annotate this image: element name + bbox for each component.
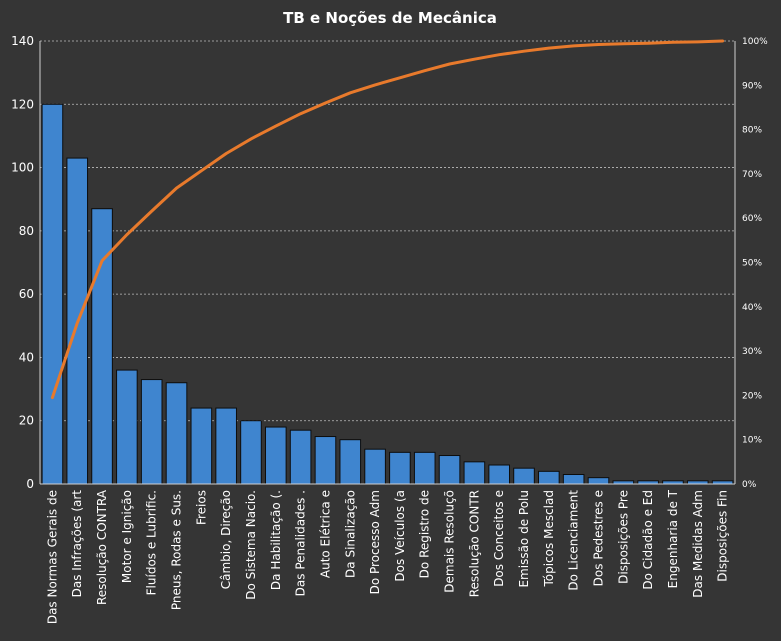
x-tick-label: Engenharia de T	[666, 489, 680, 588]
x-tick-label: Disposições Pre	[616, 490, 630, 584]
x-tick-label: Emissão de Polu	[517, 490, 531, 588]
bar	[463, 461, 486, 485]
x-tick-label: Dos Pedestres e	[591, 490, 605, 586]
cumulative-line	[50, 39, 725, 400]
y-tick-label: 40	[19, 350, 34, 364]
x-tick-label: Tópicos Mesclad	[542, 490, 556, 587]
x-tick-label: Freios	[194, 490, 208, 525]
x-tick-label: Do Sistema Nacio.	[244, 490, 258, 600]
y2-tick-label: 90%	[742, 81, 762, 91]
bar	[265, 426, 287, 485]
bar	[413, 451, 436, 485]
bar	[116, 369, 138, 485]
y2-tick-label: 70%	[742, 170, 762, 180]
y2-tick-label: 10%	[742, 436, 762, 446]
x-tick-label: Da Habilitação (.	[269, 490, 283, 590]
x-tick-label: Câmbio, Direção	[219, 490, 233, 589]
bar	[91, 208, 113, 485]
bar	[240, 420, 262, 485]
y2-tick-label: 60%	[742, 214, 762, 224]
x-tick-label: Resolução CONTRA	[95, 489, 109, 605]
bar	[140, 379, 163, 485]
x-tick-label: Das Normas Gerais de	[45, 490, 59, 624]
y-tick-label: 20	[19, 414, 34, 428]
x-tick-label: Das Medidas Adm	[691, 490, 705, 598]
y2-tick-label: 0%	[742, 480, 757, 490]
x-tick-label: Auto Elétrica e	[318, 490, 332, 578]
bar	[41, 103, 64, 485]
y-tick-label: 60	[19, 287, 34, 301]
y-tick-label: 140	[11, 34, 34, 48]
bar	[314, 436, 337, 485]
x-tick-label: Resolução CONTR	[467, 490, 481, 597]
y-tick-label: 100	[11, 161, 34, 175]
x-tick-label: Dos Conceitos e	[492, 490, 506, 587]
x-tick-label: Dos Veículos (a	[393, 490, 407, 582]
x-tick-label: Da Sinalização	[343, 490, 357, 578]
y2-tick-label: 80%	[742, 126, 762, 136]
y-tick-label: 120	[11, 97, 34, 111]
bar	[438, 455, 461, 485]
bar	[165, 382, 188, 485]
bar	[190, 407, 213, 485]
bar	[215, 407, 237, 485]
y2-tick-label: 20%	[742, 391, 762, 401]
x-tick-label: Do Cidadão e Ed	[641, 490, 655, 590]
x-tick-label: Do Licenciament	[567, 490, 581, 591]
bar	[364, 448, 386, 485]
y2-tick-label: 30%	[742, 347, 762, 357]
x-tick-label: Das Penalidades .	[294, 490, 308, 596]
x-tick-label: Motor e Ignição	[120, 490, 134, 583]
x-tick-label: Do Processo Adm	[368, 490, 382, 594]
y2-tick-label: 50%	[742, 259, 762, 269]
x-tick-label: Das Infrações (art	[70, 490, 84, 598]
bar	[339, 439, 362, 485]
bar	[538, 470, 560, 485]
x-tick-label: Pneus, Rodas e Sus.	[170, 490, 184, 610]
y2-tick-label: 100%	[742, 37, 768, 47]
bar	[289, 429, 312, 485]
bar	[488, 464, 510, 485]
y-tick-label: 80	[19, 224, 34, 238]
x-tick-label: Fluídos e Lubrific.	[145, 490, 159, 595]
bar	[562, 474, 585, 485]
y2-tick-label: 40%	[742, 303, 762, 313]
x-tick-label: Do Registro de	[418, 490, 432, 578]
y-tick-label: 0	[26, 477, 34, 491]
chart-title: TB e Noções de Mecânica	[283, 9, 497, 27]
bar	[587, 477, 610, 485]
bar	[513, 467, 535, 485]
x-tick-label: Disposições Fin	[716, 490, 730, 582]
bar	[389, 451, 411, 485]
x-tick-label: Demais Resoluçõ	[443, 490, 457, 593]
